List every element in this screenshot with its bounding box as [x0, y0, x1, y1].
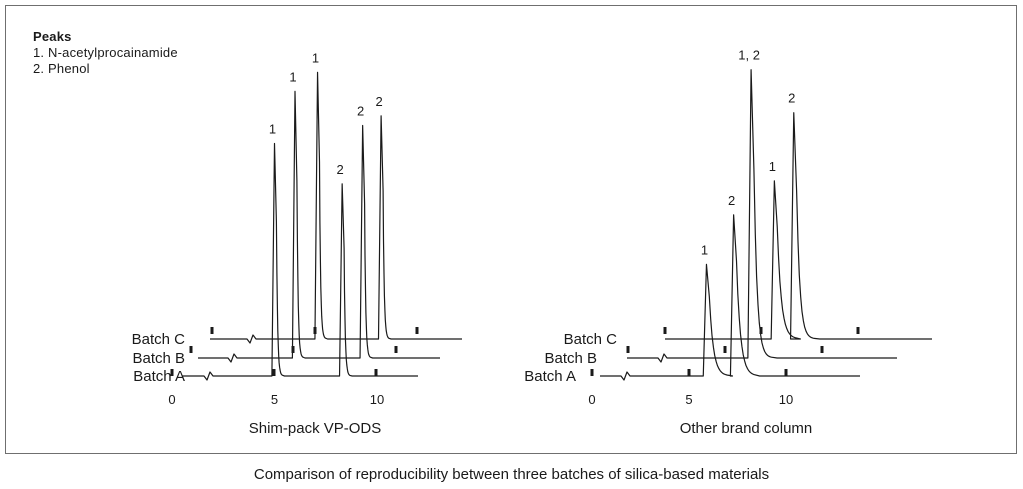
peak-label: 2	[375, 94, 382, 109]
peak-label: 1	[269, 122, 276, 137]
x-tick-label: 0	[588, 392, 595, 407]
batch-label: Batch C	[564, 331, 618, 348]
time-marker	[374, 369, 378, 376]
time-marker	[210, 327, 214, 334]
time-marker	[687, 369, 691, 376]
peak-label: 1	[769, 159, 776, 174]
peak-label: 2	[728, 193, 735, 208]
batch-label: Batch A	[524, 368, 576, 385]
batch-label: Batch C	[132, 331, 186, 348]
time-marker	[626, 346, 630, 353]
x-tick-label: 5	[685, 392, 692, 407]
batch-label: Batch A	[133, 368, 185, 385]
time-marker	[856, 327, 860, 334]
panel-title: Shim-pack VP-ODS	[249, 420, 382, 437]
chromatogram-trace	[665, 112, 932, 340]
time-marker	[663, 327, 667, 334]
peak-label: 2	[337, 162, 344, 177]
panel-title: Other brand column	[680, 420, 813, 437]
legend-item-2: 2. Phenol	[33, 61, 90, 76]
batch-label: Batch B	[544, 350, 597, 367]
time-marker	[784, 369, 788, 376]
x-tick-label: 10	[779, 392, 793, 407]
peaks-legend: Peaks 1. N-acetylprocainamide 2. Phenol	[33, 29, 178, 77]
batch-label: Batch B	[132, 350, 185, 367]
chromatogram-trace	[210, 71, 462, 344]
figure-frame	[5, 5, 1017, 454]
time-marker	[170, 369, 174, 376]
legend-title: Peaks	[33, 29, 72, 44]
peak-label: 1, 2	[738, 48, 760, 63]
x-tick-label: 5	[271, 392, 278, 407]
x-tick-label: 10	[370, 392, 384, 407]
peak-label: 1	[701, 242, 708, 257]
chromatogram-trace	[600, 214, 860, 381]
time-marker	[189, 346, 193, 353]
peak-label: 2	[357, 104, 364, 119]
chromatogram-trace	[198, 90, 440, 363]
legend-item-1: 1. N-acetylprocainamide	[33, 45, 178, 60]
figure-caption: Comparison of reproducibility between th…	[253, 466, 770, 483]
peak-label: 1	[312, 50, 319, 65]
time-marker	[272, 369, 276, 376]
chromatogram-trace	[182, 142, 418, 381]
time-marker	[723, 346, 727, 353]
peak-label: 2	[788, 91, 795, 106]
time-marker	[759, 327, 763, 334]
time-marker	[394, 346, 398, 353]
time-marker	[590, 369, 594, 376]
time-marker	[820, 346, 824, 353]
x-tick-label: 0	[168, 392, 175, 407]
time-marker	[415, 327, 419, 334]
peak-label: 1	[289, 69, 296, 84]
chromatogram-trace	[627, 69, 897, 363]
